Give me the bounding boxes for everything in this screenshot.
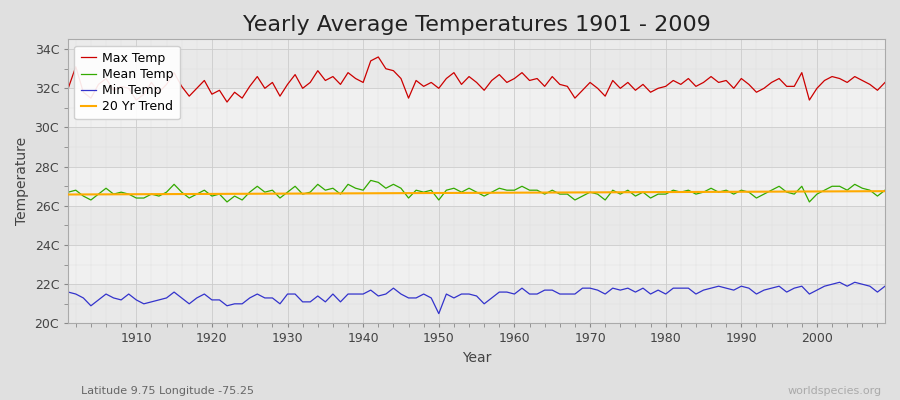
Bar	[68, 284, 885, 324]
Bar	[68, 206, 885, 245]
Y-axis label: Temperature: Temperature	[15, 137, 29, 226]
Text: Latitude 9.75 Longitude -75.25: Latitude 9.75 Longitude -75.25	[81, 386, 254, 396]
Mean Temp	[365, 178, 376, 183]
Mean Temp	[221, 200, 232, 204]
Min Temp	[879, 284, 890, 288]
Text: worldspecies.org: worldspecies.org	[788, 386, 882, 396]
Line: Min Temp: Min Temp	[68, 282, 885, 314]
Bar	[68, 49, 885, 88]
Max Temp	[63, 86, 74, 91]
Bar	[68, 167, 885, 206]
Min Temp	[434, 311, 445, 316]
Max Temp	[297, 86, 308, 91]
Min Temp	[335, 300, 346, 304]
Title: Yearly Average Temperatures 1901 - 2009: Yearly Average Temperatures 1901 - 2009	[243, 15, 710, 35]
Line: Max Temp: Max Temp	[68, 57, 885, 102]
Bar	[68, 128, 885, 167]
Max Temp	[524, 78, 535, 83]
Min Temp	[608, 286, 618, 290]
Mean Temp	[123, 192, 134, 196]
Mean Temp	[63, 190, 74, 194]
X-axis label: Year: Year	[462, 351, 491, 365]
Mean Temp	[879, 188, 890, 192]
Mean Temp	[524, 188, 535, 192]
Mean Temp	[615, 192, 626, 196]
Mean Temp	[517, 184, 527, 189]
Max Temp	[615, 86, 626, 91]
Min Temp	[834, 280, 845, 285]
Legend: Max Temp, Mean Temp, Min Temp, 20 Yr Trend: Max Temp, Mean Temp, Min Temp, 20 Yr Tre…	[75, 46, 180, 120]
Bar	[68, 88, 885, 128]
Min Temp	[63, 290, 74, 294]
Max Temp	[879, 80, 890, 85]
Min Temp	[509, 292, 520, 296]
Line: Mean Temp: Mean Temp	[68, 180, 885, 202]
Mean Temp	[297, 192, 308, 196]
Min Temp	[517, 286, 527, 290]
Max Temp	[343, 70, 354, 75]
Min Temp	[123, 292, 134, 296]
Max Temp	[221, 100, 232, 104]
Bar	[68, 245, 885, 284]
Max Temp	[373, 54, 383, 59]
Mean Temp	[343, 182, 354, 187]
Max Temp	[123, 86, 134, 91]
Min Temp	[290, 292, 301, 296]
Max Temp	[517, 70, 527, 75]
